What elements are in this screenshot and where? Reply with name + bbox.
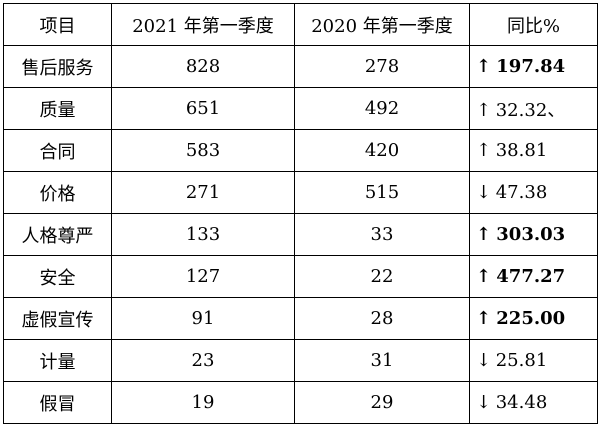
cell-2020-q1: 33 — [294, 213, 470, 256]
cell-yoy: ↑ 197.84 — [469, 45, 598, 88]
cell-yoy: ↓ 34.48 — [469, 381, 598, 424]
arrow-up-icon: ↑ — [476, 99, 492, 121]
arrow-up-icon: ↑ — [476, 56, 492, 77]
cell-2020-q1: 420 — [294, 129, 470, 172]
complaint-table-container: 项目 2021 年第一季度 2020 年第一季度 同比% 售后服务 828 278 ↑… — [3, 3, 598, 424]
header-2021-q1: 2021 年第一季度 — [111, 3, 295, 46]
arrow-up-icon: ↑ — [476, 266, 492, 287]
cell-2020-q1: 22 — [294, 255, 470, 298]
yoy-value: 477.27 — [496, 266, 566, 287]
table-row: 价格 271 515 ↓ 47.38 — [3, 171, 598, 214]
yoy-value: 47.38 — [495, 182, 548, 203]
arrow-up-icon: ↑ — [476, 140, 492, 161]
table-row: 计量 23 31 ↓ 25.81 — [3, 339, 598, 382]
cell-2021-q1: 133 — [111, 213, 295, 256]
table-row: 合同 583 420 ↑ 38.81 — [3, 129, 598, 172]
cell-item: 人格尊严 — [3, 213, 112, 256]
cell-yoy: ↓ 47.38 — [469, 171, 598, 214]
table-row: 假冒 19 29 ↓ 34.48 — [3, 381, 598, 424]
table-row: 人格尊严 133 33 ↑ 303.03 — [3, 213, 598, 256]
cell-item: 假冒 — [3, 381, 112, 424]
complaint-table: 项目 2021 年第一季度 2020 年第一季度 同比% 售后服务 828 278 ↑… — [3, 3, 598, 424]
yoy-value: 225.00 — [496, 308, 566, 329]
arrow-down-icon: ↓ — [476, 350, 492, 371]
yoy-value: 25.81 — [495, 350, 548, 371]
cell-item: 合同 — [3, 129, 112, 172]
table-row: 售后服务 828 278 ↑ 197.84 — [3, 45, 598, 88]
cell-item: 虚假宣传 — [3, 297, 112, 340]
table-row: 安全 127 22 ↑ 477.27 — [3, 255, 598, 298]
cell-2021-q1: 271 — [111, 171, 295, 214]
cell-2021-q1: 651 — [111, 87, 295, 130]
header-item: 项目 — [3, 3, 112, 46]
arrow-up-icon: ↑ — [476, 308, 492, 329]
cell-2021-q1: 828 — [111, 45, 295, 88]
cell-2021-q1: 91 — [111, 297, 295, 340]
cell-2021-q1: 23 — [111, 339, 295, 382]
cell-yoy: ↑ 32.32、 — [469, 87, 598, 130]
header-yoy: 同比% — [469, 3, 598, 46]
yoy-value: 303.03 — [496, 224, 566, 245]
cell-item: 价格 — [3, 171, 112, 214]
header-row: 项目 2021 年第一季度 2020 年第一季度 同比% — [3, 3, 598, 46]
cell-yoy: ↑ 225.00 — [469, 297, 598, 340]
cell-2020-q1: 278 — [294, 45, 470, 88]
yoy-value: 34.48 — [495, 392, 548, 413]
arrow-down-icon: ↓ — [476, 182, 492, 203]
cell-item: 安全 — [3, 255, 112, 298]
header-2020-q1: 2020 年第一季度 — [294, 3, 470, 46]
cell-yoy: ↓ 25.81 — [469, 339, 598, 382]
cell-2020-q1: 29 — [294, 381, 470, 424]
table-row: 虚假宣传 91 28 ↑ 225.00 — [3, 297, 598, 340]
cell-yoy: ↑ 303.03 — [469, 213, 598, 256]
table-row: 质量 651 492 ↑ 32.32、 — [3, 87, 598, 130]
cell-2020-q1: 31 — [294, 339, 470, 382]
cell-yoy: ↑ 38.81 — [469, 129, 598, 172]
yoy-value: 197.84 — [496, 56, 566, 77]
cell-yoy: ↑ 477.27 — [469, 255, 598, 298]
yoy-value: 32.32、 — [495, 99, 566, 121]
cell-2021-q1: 583 — [111, 129, 295, 172]
arrow-up-icon: ↑ — [476, 224, 492, 245]
cell-item: 质量 — [3, 87, 112, 130]
cell-2020-q1: 28 — [294, 297, 470, 340]
cell-2020-q1: 492 — [294, 87, 470, 130]
yoy-value: 38.81 — [495, 140, 548, 161]
cell-2021-q1: 19 — [111, 381, 295, 424]
cell-item: 售后服务 — [3, 45, 112, 88]
table-body: 售后服务 828 278 ↑ 197.84 质量 651 492 ↑ 32.32、 合同 583 4… — [3, 45, 598, 424]
cell-2021-q1: 127 — [111, 255, 295, 298]
cell-2020-q1: 515 — [294, 171, 470, 214]
cell-item: 计量 — [3, 339, 112, 382]
arrow-down-icon: ↓ — [476, 392, 492, 413]
